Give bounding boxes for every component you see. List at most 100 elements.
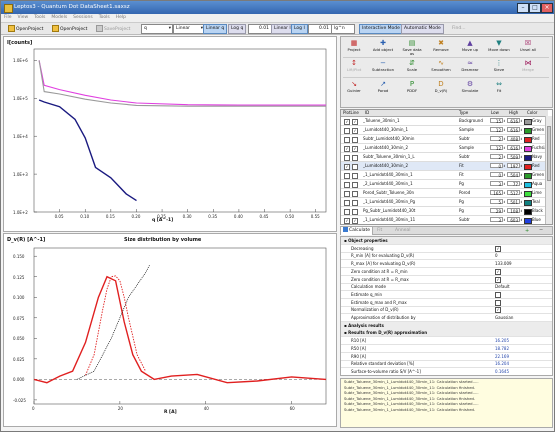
automatic-mode-button[interactable]: Automatic Mode: [401, 24, 444, 34]
col-low[interactable]: Low: [491, 110, 499, 115]
scattering-plot[interactable]: I[counts] q [A^-1] 1.0E+6 1.0E+5 1.0E+4 1.0…: [3, 36, 337, 232]
low-spinbox[interactable]: 0: [490, 172, 503, 178]
property-checkbox[interactable]: ✓: [495, 245, 501, 252]
table-row[interactable]: Subtr_Toluene_30min_1_L Subtr 2 ⇕ 509 ⇕ Navy: [341, 153, 546, 162]
high-spinbox[interactable]: 504: [507, 172, 520, 178]
color-swatch[interactable]: [524, 155, 532, 161]
property-value[interactable]: 133.009: [495, 261, 512, 267]
high-spinbox[interactable]: 408: [507, 136, 520, 142]
spin-arrows-icon[interactable]: ⇕: [520, 200, 523, 204]
menu-sessions[interactable]: Sessions: [73, 15, 93, 20]
color-swatch[interactable]: [524, 218, 532, 224]
low-spinbox[interactable]: 3: [490, 217, 503, 223]
spin-arrows-icon[interactable]: ⇕: [520, 155, 523, 159]
lg-select[interactable]: lg^n: [331, 24, 355, 34]
high-spinbox[interactable]: 77: [507, 181, 520, 187]
property-section-header[interactable]: ▪ Results from D_v(R) approximation: [341, 329, 552, 338]
tool-add-object-button[interactable]: ✚ Add object: [372, 39, 394, 55]
table-row[interactable]: ✓ _Lumidot440_30min_1 Sample 12 ⇕ 616 ⇕ Green: [341, 126, 546, 135]
tool-fit-button[interactable]: ⇔ Fit: [488, 80, 510, 96]
tool-lift-plot-button[interactable]: ↕ Lift/Plot: [343, 59, 365, 75]
high-spinbox[interactable]: 616: [507, 145, 520, 151]
plot-checkbox[interactable]: [344, 191, 350, 197]
table-row[interactable]: Porod_Subtr_Toluene_30n Porod 165 ⇕ 517 ⇕ Lime: [341, 189, 546, 198]
tool-porod-button[interactable]: ↗ Porod: [372, 80, 394, 96]
property-value[interactable]: Gaussian: [495, 315, 514, 320]
tool-scale-button[interactable]: ⇵ Scale: [401, 59, 423, 75]
spin-arrows-icon[interactable]: ⇕: [520, 137, 523, 141]
spin-arrows-icon[interactable]: ⇕: [503, 218, 506, 222]
size-distribution-plot[interactable]: D_v(R) [A^-1] Size distribution by volum…: [3, 233, 337, 427]
tool-pddf-button[interactable]: P PDDF: [401, 80, 423, 96]
plot-checkbox[interactable]: [344, 173, 350, 179]
save-project-button[interactable]: SaveProject: [93, 24, 133, 34]
high-spinbox[interactable]: 603: [507, 217, 520, 223]
tool-save-data-as-button[interactable]: ▤ Save data as: [401, 39, 423, 56]
property-value[interactable]: 0: [495, 253, 498, 259]
plot-checkbox[interactable]: ✓: [344, 119, 350, 125]
color-swatch[interactable]: [524, 137, 532, 143]
tool-simulate-button[interactable]: ⚙ Simulate: [459, 80, 481, 96]
high-spinbox[interactable]: 616: [507, 127, 520, 133]
high-spinbox[interactable]: 509: [507, 154, 520, 160]
spin-arrows-icon[interactable]: ⇕: [503, 191, 506, 195]
spin-arrows-icon[interactable]: ⇕: [503, 137, 506, 141]
menu-tools[interactable]: Tools: [34, 15, 46, 20]
color-swatch[interactable]: [524, 182, 532, 188]
table-row[interactable]: ✓ ✓ _Lumidot440_30min_2 Sample 12 ⇕ 616 ⇕ Fuchsi…: [341, 144, 547, 153]
minimize-button[interactable]: –: [517, 3, 529, 13]
open-project-button-2[interactable]: OpenProject: [49, 24, 90, 34]
property-checkbox[interactable]: ✓: [495, 276, 501, 283]
tab-calculate[interactable]: Calculate: [341, 227, 374, 235]
spin-arrows-icon[interactable]: ⇕: [520, 182, 523, 186]
low-spinbox[interactable]: 12: [490, 145, 503, 151]
property-value[interactable]: Default: [495, 284, 510, 290]
property-section-header[interactable]: ▪ Analysis results: [341, 321, 552, 330]
interactive-mode-button[interactable]: Interactive Mode: [359, 24, 403, 34]
log-q-button[interactable]: Log q: [228, 24, 247, 34]
line-checkbox[interactable]: [352, 137, 358, 143]
add-icon[interactable]: +: [525, 228, 530, 234]
spin-arrows-icon[interactable]: ⇕: [520, 218, 523, 222]
linear-q-button[interactable]: Linear q: [203, 24, 228, 34]
table-row[interactable]: ✓ _Lumidot440_30min_2 Fit 0 ⇕ 197 ⇕ Red: [341, 162, 546, 171]
spin-arrows-icon[interactable]: ⇕: [503, 155, 506, 159]
plot-checkbox[interactable]: ✓: [344, 218, 350, 224]
color-swatch[interactable]: [524, 119, 532, 125]
spin-arrows-icon[interactable]: ⇕: [503, 209, 506, 213]
table-row[interactable]: Pg_Subtr_Lumidot440_30t Pg 29 ⇕ 108 ⇕ Black: [341, 207, 546, 216]
plot-checkbox[interactable]: ✓: [344, 146, 350, 152]
line-checkbox[interactable]: ✓: [352, 146, 358, 152]
spin-arrows-icon[interactable]: ⇕: [520, 128, 523, 132]
tool-desmear-button[interactable]: ≈ Desmear: [459, 59, 481, 75]
property-checkbox[interactable]: [495, 299, 501, 306]
menu-tools-2[interactable]: Tools: [98, 15, 110, 20]
low-spinbox[interactable]: 3: [490, 181, 503, 187]
tool-merge-button[interactable]: ⋈ Merge: [517, 59, 539, 75]
scrollbar-thumb[interactable]: [547, 126, 551, 181]
plot-checkbox[interactable]: ✓: [344, 164, 350, 170]
menu-models[interactable]: Models: [51, 15, 68, 20]
log-i-button[interactable]: Log I: [291, 24, 308, 34]
tool-sieve-button[interactable]: ⋮ Sieve: [488, 59, 510, 75]
tab-anneal[interactable]: Anneal: [395, 228, 411, 233]
find-button[interactable]: Find...: [452, 26, 466, 31]
table-row[interactable]: _1_Lumidot440_30min_Pg Pg 5 ⇕ 501 ⇕ Teal: [341, 198, 546, 207]
spin-arrows-icon[interactable]: ⇕: [503, 119, 506, 123]
line-checkbox[interactable]: [352, 173, 358, 179]
plot-checkbox[interactable]: [344, 128, 350, 134]
line-checkbox[interactable]: [352, 155, 358, 161]
color-swatch[interactable]: [524, 164, 532, 170]
menu-file[interactable]: File: [4, 15, 12, 20]
spin-arrows-icon[interactable]: ⇕: [503, 173, 506, 177]
spin-arrows-icon[interactable]: ⇕: [520, 119, 523, 123]
low-spinbox[interactable]: 15: [490, 118, 503, 124]
col-color[interactable]: Color: [527, 110, 538, 115]
table-row[interactable]: _2_Lumidot440_30min_1 Pg 3 ⇕ 77 ⇕ Aqua: [341, 180, 546, 189]
low-spinbox[interactable]: 2: [490, 136, 503, 142]
color-swatch[interactable]: [524, 200, 532, 206]
col-type[interactable]: Type: [459, 110, 469, 115]
low-spinbox[interactable]: 0: [490, 163, 503, 169]
tool-guinier-button[interactable]: ↘ Guinier: [343, 80, 365, 96]
spin-arrows-icon[interactable]: ⇕: [520, 191, 523, 195]
